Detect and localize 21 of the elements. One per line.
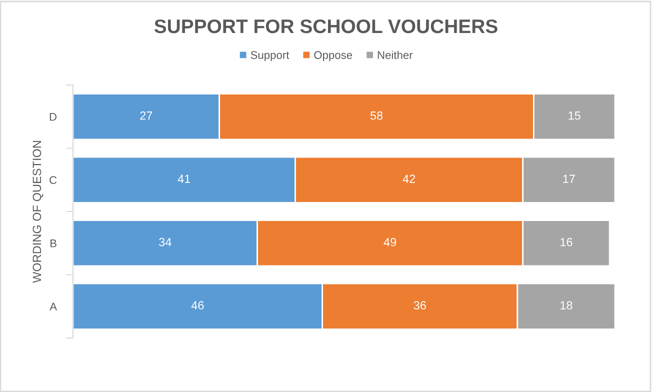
data-label: 49 [384, 238, 396, 246]
data-label: 36 [414, 301, 426, 310]
y-tick-label: C [50, 176, 57, 184]
y-tick-label: B [50, 240, 56, 248]
data-label: 15 [568, 112, 580, 120]
data-label: 18 [560, 301, 572, 310]
legend-label: Neither [378, 50, 413, 59]
data-label: 34 [159, 238, 172, 246]
legend-label: Oppose [314, 51, 352, 62]
data-label: 42 [402, 174, 416, 183]
y-axis-title: WORDING OF QUESTION [32, 140, 44, 283]
legend-label: Support [250, 51, 290, 62]
y-tick-label: A [50, 302, 58, 310]
chart-title: SUPPORT FOR SCHOOL VOUCHERS [154, 19, 498, 34]
data-label: 17 [563, 174, 575, 183]
data-label: 58 [370, 111, 383, 120]
y-tick-label: D [50, 113, 56, 121]
data-label: 46 [191, 301, 204, 310]
data-label: 16 [560, 238, 572, 246]
data-label: 27 [140, 111, 152, 120]
data-label: 41 [178, 174, 190, 183]
